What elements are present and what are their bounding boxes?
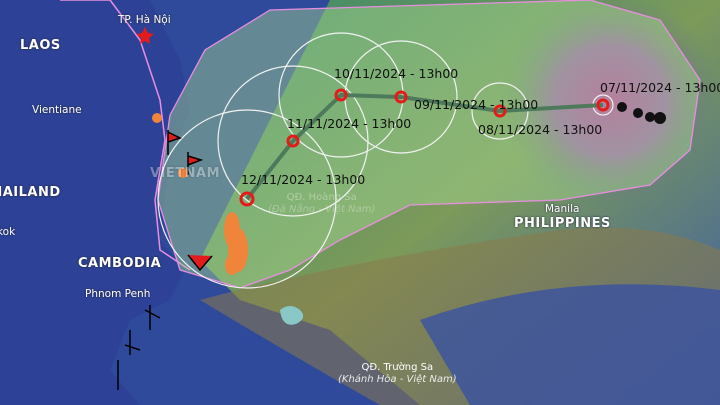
island-label: QĐ. Trường Sa (Khánh Hòa - Việt Nam) — [338, 362, 457, 386]
storm-icon[interactable] — [286, 134, 300, 148]
track-point-label: 12/11/2024 - 13h00 — [241, 172, 366, 187]
wind-warning-flags — [117, 130, 213, 390]
island-name: QĐ. Hoàng Sa — [286, 192, 357, 203]
past-track-icons — [617, 102, 666, 124]
country-label: CAMBODIA — [78, 256, 162, 271]
storm-icon[interactable] — [493, 104, 507, 118]
track-point-label: 08/11/2024 - 13h00 — [478, 122, 603, 137]
storm-icon[interactable] — [239, 191, 255, 207]
country-label: PHILIPPINES — [514, 216, 611, 231]
country-label: VIETNAM — [150, 166, 221, 181]
island-sub: (Đà Nẵng - Việt Nam) — [268, 204, 376, 215]
rain-cell — [280, 306, 304, 325]
city-label: Phnom Penh — [85, 288, 151, 300]
city-label: TP. Hà Nội — [118, 14, 171, 26]
country-label: THAILAND — [0, 185, 61, 200]
rain-warning-area — [152, 113, 248, 275]
track-point-label: 11/11/2024 - 13h00 — [287, 116, 412, 131]
city-label: Vientiane — [32, 104, 82, 116]
track-point-label: 10/11/2024 - 13h00 — [334, 66, 459, 81]
city-label: Bangkok — [0, 226, 16, 238]
island-sub: (Khánh Hòa - Việt Nam) — [338, 374, 457, 385]
storm-track-line — [245, 92, 604, 201]
border — [60, 0, 191, 271]
capital-star-icon — [136, 27, 154, 44]
storm-icon[interactable] — [334, 88, 348, 102]
city-label: Manila — [545, 203, 580, 215]
storm-icon[interactable] — [394, 90, 408, 104]
country-label: LAOS — [20, 38, 61, 53]
island-label: QĐ. Hoàng Sa (Đà Nẵng - Việt Nam) — [268, 192, 375, 216]
island-name: QĐ. Trường Sa — [361, 362, 434, 373]
storm-icon[interactable] — [596, 98, 610, 112]
track-point-label: 07/11/2024 - 13h00 — [600, 80, 720, 95]
land — [0, 0, 190, 405]
track-point-label: 09/11/2024 - 13h00 — [414, 97, 539, 112]
